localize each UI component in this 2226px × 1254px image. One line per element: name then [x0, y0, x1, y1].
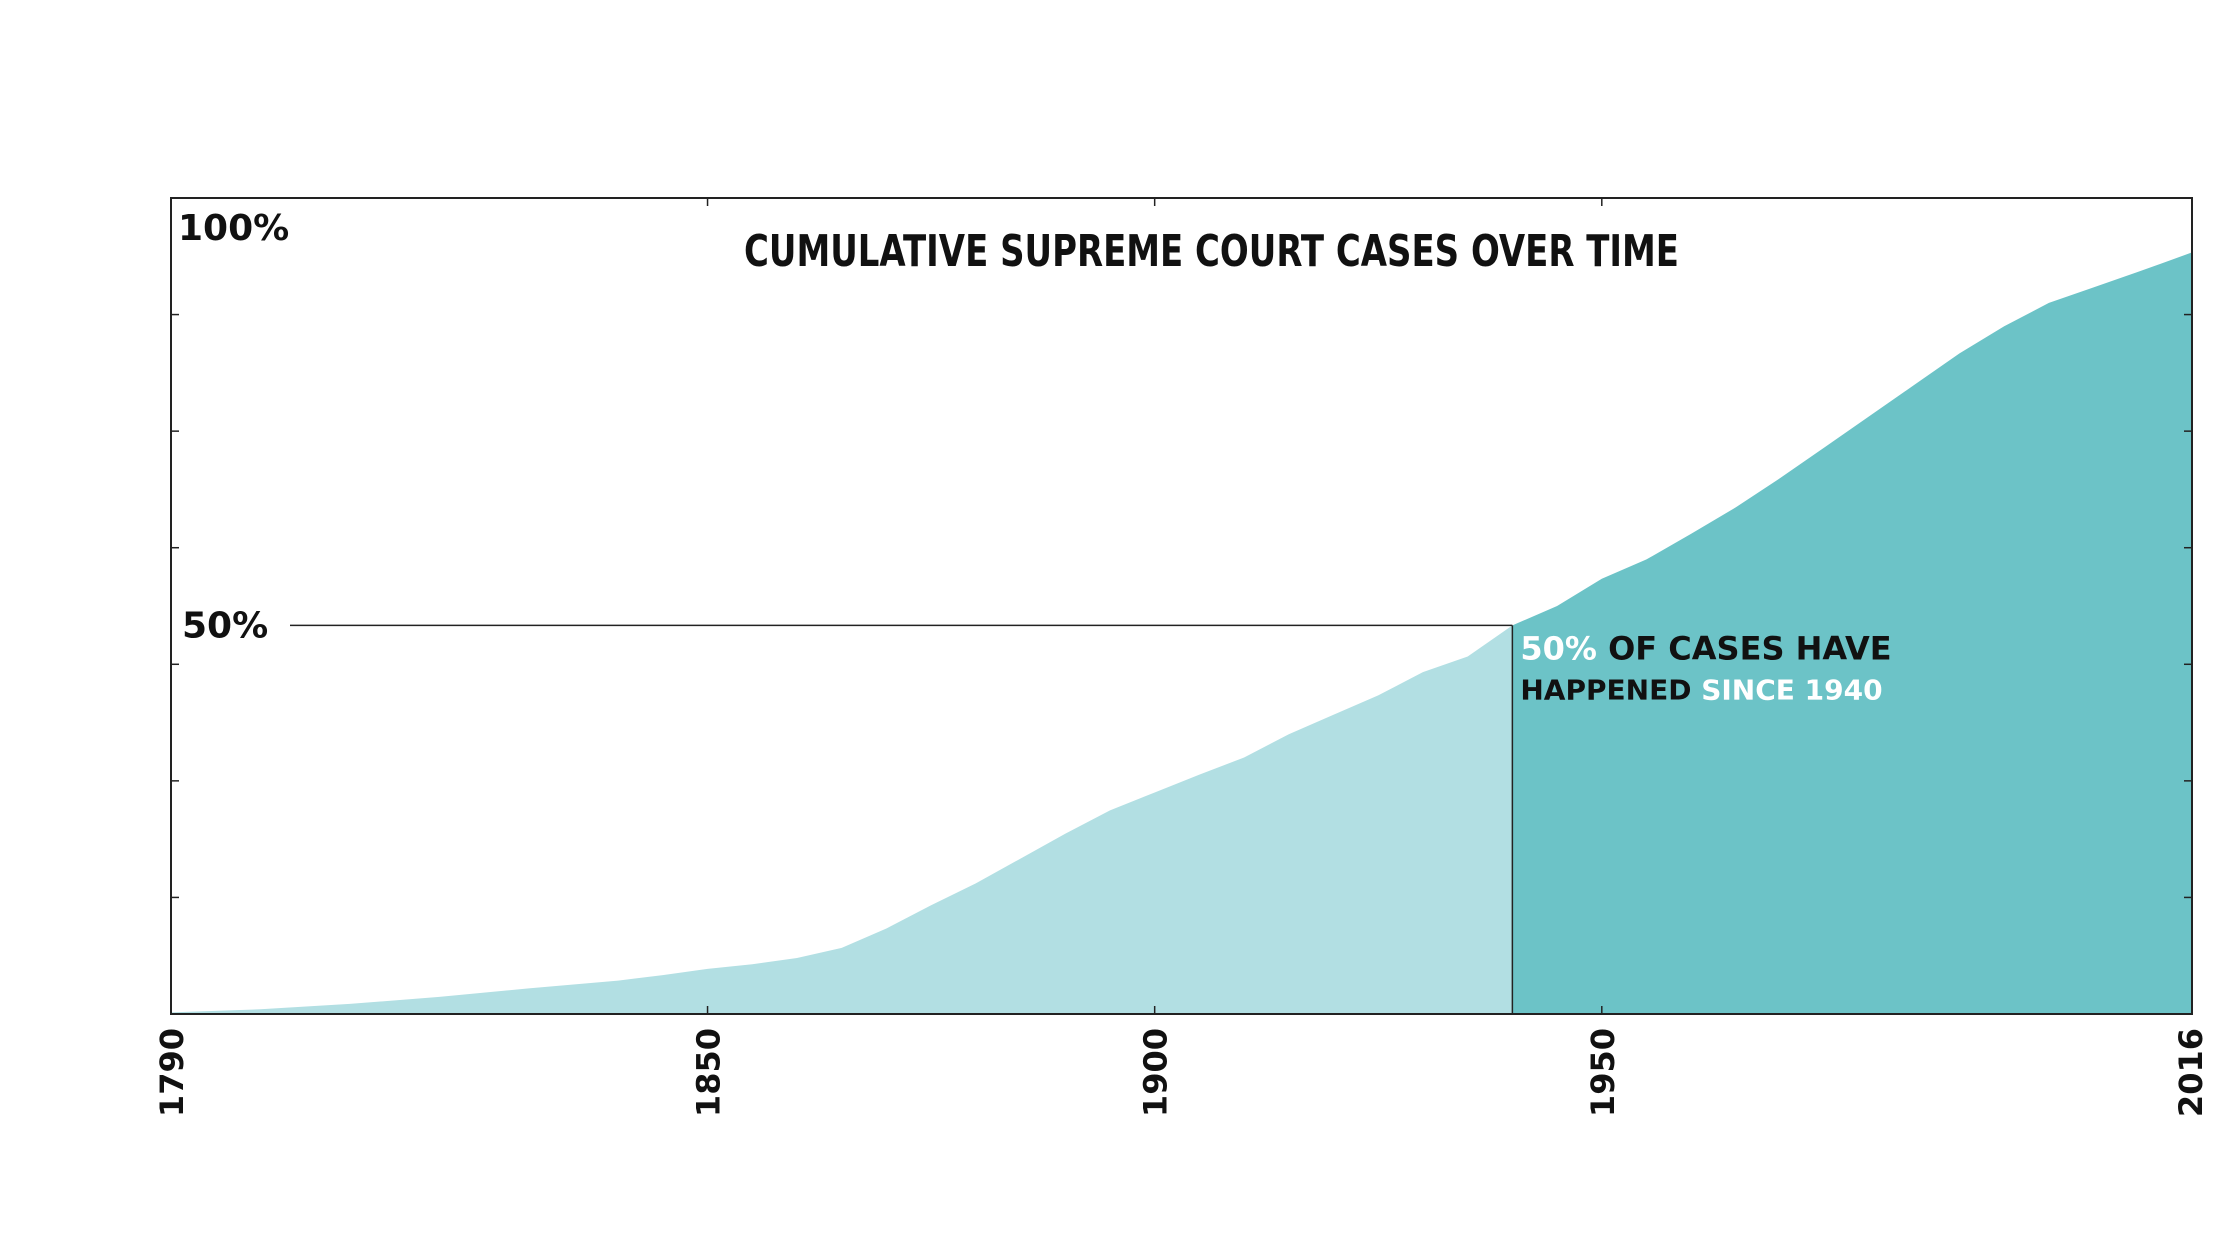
annotation-highlight-since-1940: SINCE 1940: [1701, 673, 1882, 706]
annotation-text-of-cases: OF CASES HAVE: [1597, 629, 1892, 667]
x-tick-label: 1950: [1584, 1028, 1622, 1117]
area-before-1940: [171, 625, 1513, 1014]
tick-group: 1790 1850 1900 1950 2016 50% 100%: [153, 198, 2210, 1117]
annotation-group: 50% OF CASES HAVE HAPPENED SINCE 1940: [1520, 629, 1891, 706]
annotation-line-2: HAPPENED SINCE 1940: [1520, 673, 1882, 706]
y-tick-label: 100%: [178, 208, 289, 249]
area-since-1940: [1512, 252, 2192, 1014]
guide-group: [290, 624, 1514, 1014]
chart-title: CUMULATIVE SUPREME COURT CASES OVER TIME: [744, 226, 1679, 277]
x-tick-label: 2016: [2172, 1028, 2210, 1117]
x-tick-label: 1790: [153, 1028, 191, 1117]
x-tick-label: 1850: [690, 1028, 728, 1117]
annotation-text-happened: HAPPENED: [1520, 673, 1701, 706]
annotation-line-1: 50% OF CASES HAVE: [1520, 629, 1891, 667]
area-group: [171, 252, 2192, 1014]
y-tick-label: 50%: [182, 605, 268, 646]
annotation-highlight-50-percent: 50%: [1520, 629, 1597, 667]
x-tick-label: 1900: [1137, 1028, 1175, 1117]
plot-frame: [170, 197, 2193, 1015]
